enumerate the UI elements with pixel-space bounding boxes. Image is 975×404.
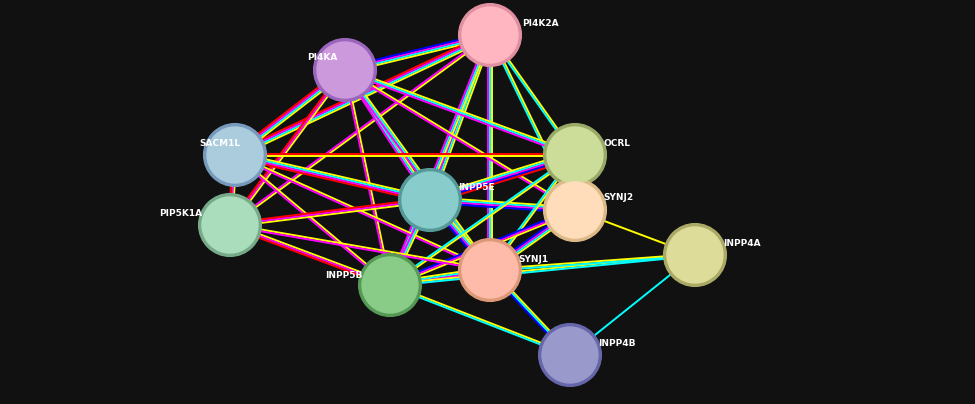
- Circle shape: [544, 179, 606, 241]
- Text: SYNJ2: SYNJ2: [603, 194, 633, 202]
- Circle shape: [538, 324, 602, 386]
- Circle shape: [362, 257, 418, 313]
- Text: SACM1L: SACM1L: [199, 139, 240, 147]
- Circle shape: [667, 227, 723, 283]
- Circle shape: [399, 168, 461, 231]
- Text: PIP5K1A: PIP5K1A: [159, 208, 202, 217]
- Circle shape: [547, 127, 603, 183]
- Circle shape: [458, 4, 522, 66]
- Text: INPP5B: INPP5B: [325, 271, 362, 280]
- Text: PI4K2A: PI4K2A: [522, 19, 559, 27]
- Circle shape: [317, 42, 373, 98]
- Circle shape: [199, 194, 261, 257]
- Circle shape: [462, 242, 518, 298]
- Circle shape: [664, 224, 726, 286]
- Circle shape: [547, 182, 603, 238]
- Circle shape: [207, 127, 263, 183]
- Text: INPP4A: INPP4A: [723, 238, 761, 248]
- Text: INPP5E: INPP5E: [458, 183, 494, 192]
- Text: INPP4B: INPP4B: [598, 339, 636, 347]
- Circle shape: [462, 7, 518, 63]
- Circle shape: [314, 39, 376, 101]
- Text: OCRL: OCRL: [603, 139, 630, 147]
- Circle shape: [402, 172, 458, 228]
- Circle shape: [204, 124, 266, 186]
- Circle shape: [458, 239, 522, 301]
- Text: SYNJ1: SYNJ1: [518, 255, 548, 265]
- Circle shape: [544, 124, 606, 186]
- Text: PI4KA: PI4KA: [306, 53, 337, 63]
- Circle shape: [202, 197, 258, 253]
- Circle shape: [542, 327, 598, 383]
- Circle shape: [359, 254, 421, 316]
